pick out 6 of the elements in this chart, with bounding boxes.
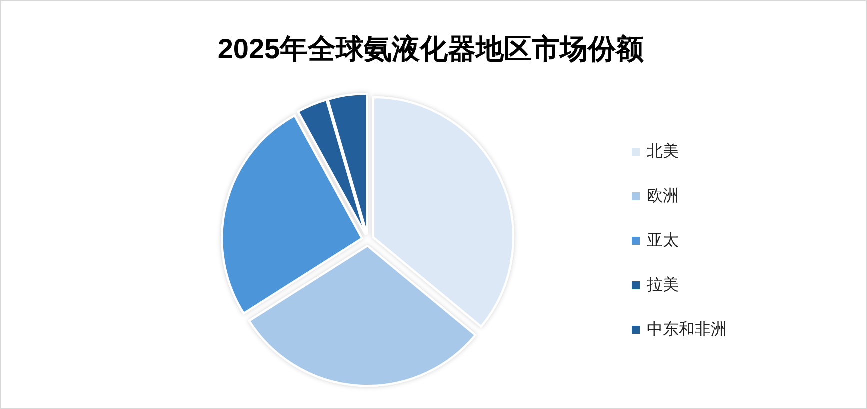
- legend-label: 拉美: [647, 276, 679, 294]
- legend-label: 欧洲: [647, 187, 679, 205]
- legend-label: 中东和非洲: [647, 320, 727, 338]
- chart-title: 2025年全球氨液化器地区市场份额: [218, 34, 646, 64]
- legend-label: 北美: [647, 142, 679, 160]
- legend-label: 亚太: [647, 232, 679, 250]
